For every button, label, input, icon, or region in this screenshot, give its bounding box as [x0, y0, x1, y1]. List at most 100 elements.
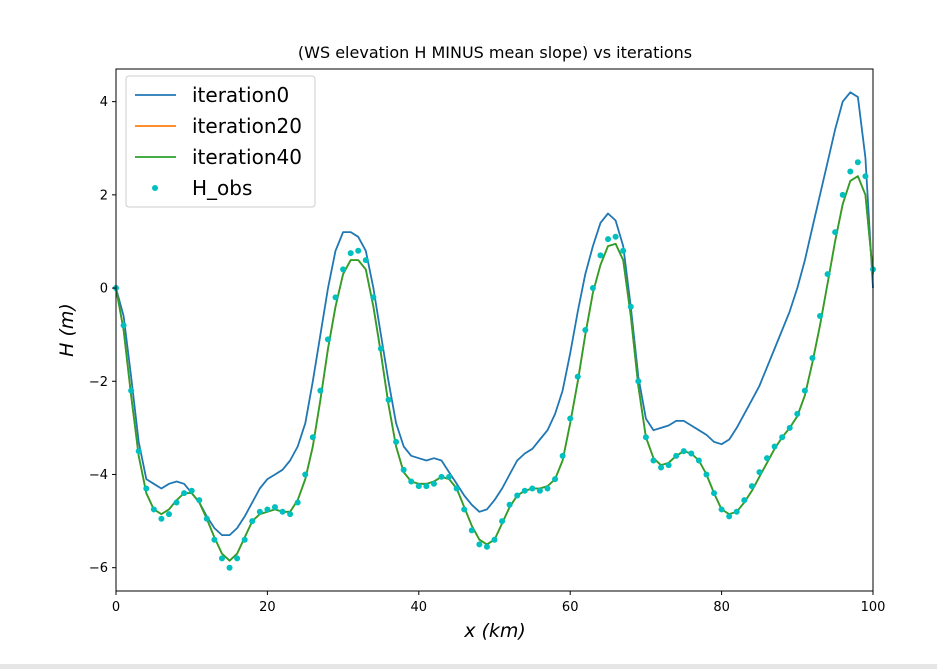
data-point — [688, 450, 695, 457]
x-axis: 0 20 40 60 80 100 — [112, 591, 886, 615]
data-point — [332, 294, 339, 301]
series-layer — [113, 91, 876, 571]
data-point — [476, 541, 483, 548]
data-point — [726, 513, 733, 520]
data-point — [468, 527, 475, 534]
data-point — [393, 438, 400, 445]
data-point — [415, 483, 422, 490]
legend-label: iteration20 — [192, 114, 302, 138]
plot-frame — [115, 68, 874, 592]
data-point — [756, 469, 763, 476]
data-point — [271, 504, 278, 511]
data-point — [824, 271, 831, 278]
data-point — [605, 236, 612, 243]
data-point — [506, 501, 513, 508]
legend-label: iteration40 — [192, 145, 302, 169]
data-point — [627, 303, 634, 310]
data-point — [854, 159, 861, 166]
data-point — [370, 294, 377, 301]
data-point — [536, 487, 543, 494]
data-point — [544, 485, 551, 492]
y-tick-label: 4 — [100, 95, 108, 110]
data-point — [173, 499, 180, 506]
x-tick-label: 100 — [861, 600, 886, 615]
data-point — [120, 322, 127, 329]
data-point — [529, 485, 536, 492]
series-points-H_obs — [113, 159, 876, 571]
y-axis-label: H (m) — [56, 303, 78, 357]
y-tick-label: −4 — [89, 468, 108, 483]
data-point — [665, 462, 672, 469]
data-point — [400, 466, 407, 473]
data-point — [733, 508, 740, 515]
data-point — [779, 434, 786, 441]
data-point — [680, 448, 687, 455]
data-point — [355, 247, 362, 254]
legend-label: H_obs — [192, 176, 252, 200]
data-point — [241, 536, 248, 543]
data-point — [287, 511, 294, 518]
window-bottom-edge — [0, 664, 937, 669]
data-point — [188, 487, 195, 494]
data-point — [438, 473, 445, 480]
data-point — [711, 490, 718, 497]
x-axis-label: x (km) — [463, 620, 526, 642]
chart-title: (WS elevation H MINUS mean slope) vs ite… — [298, 43, 692, 62]
data-point — [514, 492, 521, 499]
data-point — [218, 555, 225, 562]
data-point — [211, 536, 218, 543]
data-point — [612, 233, 619, 240]
data-point — [234, 555, 241, 562]
legend-entries: iteration0 iteration20 iteration40 H_obs — [135, 83, 302, 200]
data-point — [453, 485, 460, 492]
data-point — [741, 497, 748, 504]
data-point — [832, 229, 839, 236]
data-point — [256, 508, 263, 515]
data-point — [135, 448, 142, 455]
data-point — [340, 266, 347, 273]
x-tick-label: 80 — [713, 600, 730, 615]
data-point — [521, 487, 528, 494]
legend-swatch-H_obs — [152, 185, 158, 191]
data-point — [377, 345, 384, 352]
legend: iteration0 iteration20 iteration40 H_obs — [125, 75, 316, 208]
data-point — [635, 378, 642, 385]
data-point — [801, 387, 808, 394]
data-point — [430, 480, 437, 487]
data-point — [446, 473, 453, 480]
data-point — [862, 173, 869, 180]
data-point — [165, 511, 172, 518]
series-line-iteration0 — [115, 91, 874, 536]
data-point — [847, 168, 854, 175]
data-point — [574, 373, 581, 380]
data-point — [642, 434, 649, 441]
x-tick-label: 40 — [411, 600, 428, 615]
data-point — [771, 443, 778, 450]
data-point — [294, 499, 301, 506]
data-point — [461, 506, 468, 513]
legend-label: iteration0 — [192, 83, 289, 107]
data-point — [279, 508, 286, 515]
data-point — [559, 452, 566, 459]
x-tick-label: 60 — [562, 600, 579, 615]
data-point — [196, 497, 203, 504]
data-point — [658, 464, 665, 471]
data-point — [302, 471, 309, 478]
y-tick-label: 2 — [100, 188, 108, 203]
data-point — [552, 476, 559, 483]
data-point — [839, 191, 846, 198]
data-point — [408, 478, 415, 485]
data-point — [249, 518, 256, 525]
data-point — [620, 247, 627, 254]
data-point — [597, 252, 604, 259]
data-point — [143, 485, 150, 492]
data-point — [158, 515, 165, 522]
data-point — [128, 387, 135, 394]
data-point — [748, 483, 755, 490]
data-point — [718, 506, 725, 513]
y-tick-label: 0 — [100, 282, 108, 297]
data-point — [673, 452, 680, 459]
data-point — [347, 250, 354, 257]
data-point — [362, 257, 369, 264]
